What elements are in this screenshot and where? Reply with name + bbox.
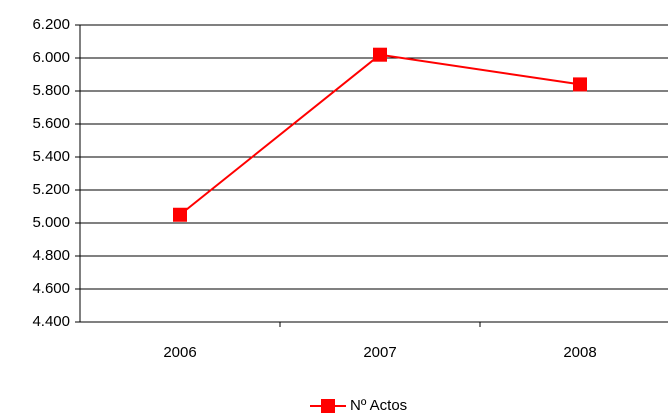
y-tick-label: 4.800 [32,247,70,264]
y-tick-label: 6.200 [32,16,70,33]
x-tick-label: 2006 [163,344,196,361]
y-tick-label: 5.200 [32,181,70,198]
legend-label: Nº Actos [350,397,407,414]
y-tick-label: 5.800 [32,82,70,99]
y-tick-label: 5.400 [32,148,70,165]
y-tick-label: 5.600 [32,115,70,132]
y-tick-label: 5.000 [32,214,70,231]
y-tick-label: 6.000 [32,49,70,66]
marker [573,77,587,92]
y-tick-label: 4.400 [32,313,70,330]
series-line [179,53,581,216]
marker [373,47,387,62]
x-tick-label: 2008 [563,344,596,361]
x-tick-label: 2007 [363,344,396,361]
y-tick-label: 4.600 [32,280,70,297]
marker [173,207,187,222]
legend-marker [321,399,335,413]
